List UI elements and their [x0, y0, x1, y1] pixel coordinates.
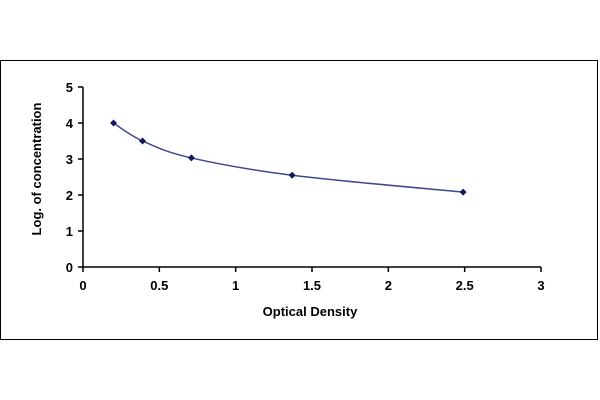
y-tick-label: 2: [66, 188, 73, 203]
x-tick-label: 0: [79, 278, 86, 293]
y-tick-label: 1: [66, 224, 73, 239]
x-axis-title: Optical Density: [263, 304, 358, 319]
x-tick-label: 0.5: [150, 278, 168, 293]
data-point: [288, 171, 296, 179]
x-tick-label: 2.5: [456, 278, 474, 293]
y-axis-title: Log. of concentration: [29, 103, 44, 236]
data-point: [187, 154, 195, 162]
data-points: [110, 119, 467, 196]
x-tick-label: 1.5: [303, 278, 321, 293]
y-axis-ticks: 0 1 2 3 4 5: [66, 80, 83, 275]
fit-curve: [113, 122, 464, 193]
chart-frame: 0 1 2 3 4 5 0 0.5 1 1.5 2 2.5 3 Optical Density Log…: [0, 60, 598, 340]
data-point: [139, 137, 147, 145]
data-point: [459, 188, 467, 196]
x-tick-label: 3: [537, 278, 544, 293]
x-tick-label: 1: [232, 278, 239, 293]
x-tick-label: 2: [385, 278, 392, 293]
y-tick-label: 4: [66, 116, 74, 131]
y-tick-label: 0: [66, 260, 73, 275]
chart-svg: 0 1 2 3 4 5 0 0.5 1 1.5 2 2.5 3 Optical Density Log…: [29, 80, 545, 319]
y-tick-label: 5: [66, 80, 73, 95]
data-point: [110, 119, 118, 127]
x-axis-ticks: 0 0.5 1 1.5 2 2.5 3: [79, 267, 545, 293]
y-tick-label: 3: [66, 152, 73, 167]
